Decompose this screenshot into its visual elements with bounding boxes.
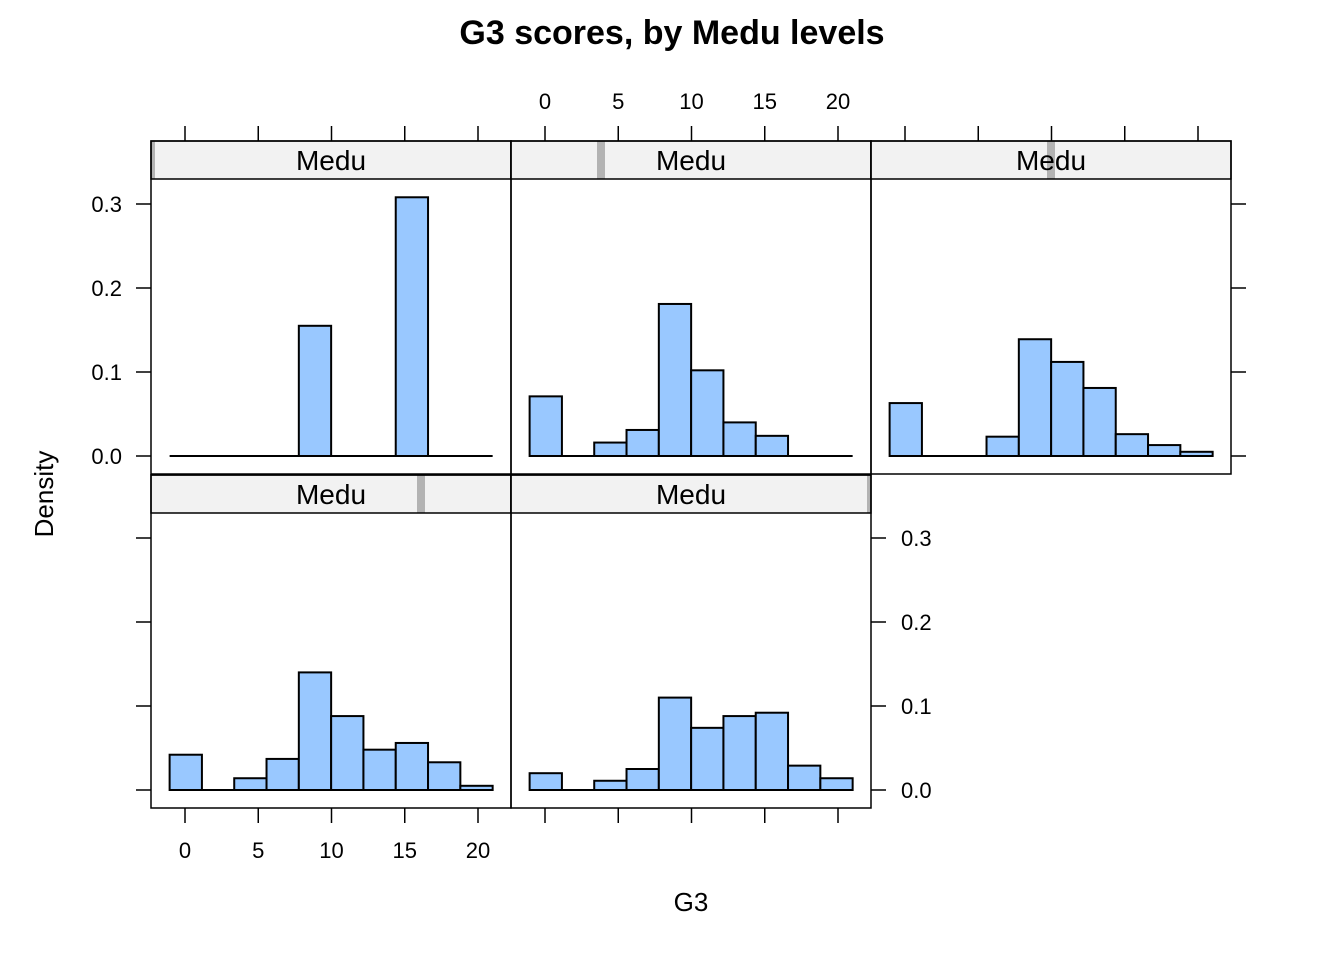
histogram-bar bbox=[528, 395, 563, 457]
histogram-bar bbox=[787, 764, 822, 792]
strip-label: Medu bbox=[656, 145, 726, 176]
histogram-bar bbox=[625, 768, 660, 791]
histogram-bar bbox=[297, 671, 333, 792]
y-tick-label-left: 0.2 bbox=[91, 276, 122, 301]
histogram-bar bbox=[297, 324, 333, 457]
x-tick-label-bottom: 5 bbox=[252, 838, 264, 863]
histogram-bar bbox=[819, 777, 854, 791]
histogram-bar bbox=[394, 741, 430, 792]
chart-title: G3 scores, by Medu levels bbox=[459, 14, 884, 52]
histogram-bar bbox=[593, 779, 628, 792]
x-tick-label-bottom: 20 bbox=[466, 838, 490, 863]
histogram-bar bbox=[1179, 450, 1214, 457]
histogram-bar bbox=[690, 369, 725, 458]
histogram-bar bbox=[690, 726, 725, 792]
x-tick-label-top: 10 bbox=[679, 89, 703, 114]
strip-background bbox=[151, 475, 511, 513]
strip-level-indicator bbox=[151, 141, 155, 179]
histogram-bar bbox=[754, 434, 790, 457]
histogram-bar bbox=[888, 402, 923, 457]
x-tick-label-bottom: 0 bbox=[179, 838, 191, 863]
strip-level-indicator bbox=[1047, 141, 1055, 179]
histogram-bar bbox=[754, 711, 790, 791]
x-tick-label-top: 15 bbox=[753, 89, 777, 114]
histogram-bar bbox=[1147, 444, 1182, 457]
x-axis-label: G3 bbox=[674, 887, 709, 917]
y-axis-label: Density bbox=[29, 451, 59, 538]
x-tick-label-top: 0 bbox=[539, 89, 551, 114]
histogram-bar bbox=[625, 428, 660, 457]
histogram-bar bbox=[330, 715, 365, 792]
histogram-bar bbox=[722, 421, 757, 457]
histogram-bar bbox=[657, 696, 693, 791]
strip-label: Medu bbox=[296, 479, 366, 510]
strip-label: Medu bbox=[296, 145, 366, 176]
histogram-bar bbox=[1017, 338, 1053, 457]
histogram-bar bbox=[362, 748, 397, 791]
y-tick-label-right: 0.2 bbox=[901, 610, 932, 635]
x-tick-label-bottom: 15 bbox=[393, 838, 417, 863]
histogram-bar bbox=[265, 757, 300, 791]
histogram-bar bbox=[168, 753, 203, 791]
histogram-bar bbox=[528, 772, 563, 792]
histogram-bar bbox=[1114, 433, 1150, 458]
histogram-bar bbox=[233, 777, 268, 791]
x-tick-label-bottom: 10 bbox=[319, 838, 343, 863]
strip-background bbox=[151, 141, 511, 179]
y-tick-label-right: 0.0 bbox=[901, 778, 932, 803]
x-tick-label-top: 20 bbox=[826, 89, 850, 114]
strip-background bbox=[511, 475, 871, 513]
y-tick-label-right: 0.1 bbox=[901, 694, 932, 719]
y-tick-label-left: 0.0 bbox=[91, 444, 122, 469]
histogram-bar bbox=[427, 761, 462, 792]
strip-background bbox=[511, 141, 871, 179]
y-tick-label-left: 0.3 bbox=[91, 192, 122, 217]
histogram-bar bbox=[394, 196, 430, 457]
x-tick-label-top: 5 bbox=[612, 89, 624, 114]
histogram-bar bbox=[985, 435, 1020, 457]
strip-level-indicator bbox=[867, 475, 871, 513]
histogram-bar bbox=[722, 715, 757, 792]
histogram-bar bbox=[1082, 386, 1117, 457]
strip-label: Medu bbox=[1016, 145, 1086, 176]
histogram-bar bbox=[1050, 360, 1085, 458]
histogram-bar bbox=[459, 784, 494, 791]
histogram-bar bbox=[657, 302, 693, 457]
y-tick-label-right: 0.3 bbox=[901, 526, 932, 551]
histogram-bar bbox=[593, 441, 628, 457]
y-tick-label-left: 0.1 bbox=[91, 360, 122, 385]
strip-level-indicator bbox=[597, 141, 605, 179]
strip-level-indicator bbox=[417, 475, 425, 513]
strip-label: Medu bbox=[656, 479, 726, 510]
